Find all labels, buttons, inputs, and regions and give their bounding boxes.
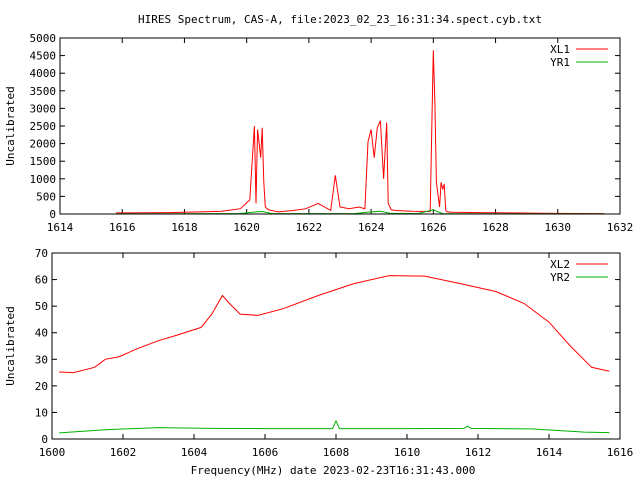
x-tick-label: 1610 bbox=[394, 446, 421, 459]
plot-frame bbox=[51, 252, 621, 440]
series-line-xl2 bbox=[59, 275, 610, 374]
x-tick-label: 1618 bbox=[171, 221, 198, 234]
x-tick-label: 1624 bbox=[358, 221, 385, 234]
y-tick-label: 2000 bbox=[30, 138, 57, 151]
x-tick-label: 1608 bbox=[323, 446, 350, 459]
panel-0: 1614 1616 1618 1620 1622 1624 1626 1628 1630 1632… bbox=[30, 32, 634, 234]
y-tick-label: 1000 bbox=[30, 173, 57, 186]
y-tick-label: 0 bbox=[41, 433, 48, 446]
y-tick-label: 1500 bbox=[30, 155, 57, 168]
chart-title: HIRES Spectrum, CAS-A, file:2023_02_23_1… bbox=[138, 13, 542, 26]
y-tick-label: 3500 bbox=[30, 85, 57, 98]
y-tick-label: 2500 bbox=[30, 120, 57, 133]
y-tick-label: 70 bbox=[35, 247, 48, 260]
top-y-axis-label: Uncalibrated bbox=[4, 86, 17, 165]
y-tick-label: 20 bbox=[35, 380, 48, 393]
y-tick-label: 4000 bbox=[30, 67, 57, 80]
x-tick-label: 1614 bbox=[536, 446, 563, 459]
y-tick-label: 40 bbox=[35, 327, 48, 340]
y-tick-label: 4500 bbox=[30, 50, 57, 63]
x-tick-label: 1614 bbox=[47, 221, 74, 234]
y-tick-label: 5000 bbox=[30, 32, 57, 45]
legend-label-yr1: YR1 bbox=[550, 56, 570, 69]
legend-label-xl1: XL1 bbox=[550, 43, 570, 56]
x-tick-label: 1600 bbox=[39, 446, 66, 459]
x-tick-label: 1612 bbox=[465, 446, 492, 459]
x-tick-label: 1620 bbox=[233, 221, 260, 234]
legend-label-yr2: YR2 bbox=[550, 271, 570, 284]
y-tick-label: 500 bbox=[36, 190, 56, 203]
series-line-xl1 bbox=[115, 50, 605, 215]
y-tick-label: 30 bbox=[35, 353, 48, 366]
y-tick-label: 50 bbox=[35, 300, 48, 313]
x-tick-label: 1616 bbox=[607, 446, 634, 459]
panel-1: 1600 1602 1604 1606 1608 1610 1612 1614 1616 0 10 2… bbox=[35, 247, 634, 459]
x-tick-label: 1616 bbox=[109, 221, 136, 234]
x-tick-label: 1602 bbox=[110, 446, 137, 459]
bottom-y-axis-label: Uncalibrated bbox=[4, 306, 17, 385]
chart-panels: 1614 1616 1618 1620 1622 1624 1626 1628 1630 1632… bbox=[30, 32, 634, 459]
y-tick-label: 0 bbox=[49, 208, 56, 221]
x-tick-label: 1622 bbox=[296, 221, 323, 234]
legend-label-xl2: XL2 bbox=[550, 258, 570, 271]
x-tick-label: 1606 bbox=[252, 446, 279, 459]
plot-frame bbox=[59, 37, 621, 215]
x-tick-label: 1604 bbox=[181, 446, 208, 459]
x-axis-label: Frequency(MHz) date 2023-02-23T16:31:43.… bbox=[191, 464, 476, 477]
x-tick-label: 1628 bbox=[482, 221, 509, 234]
series-line-yr1 bbox=[115, 209, 605, 215]
x-tick-label: 1632 bbox=[607, 221, 634, 234]
y-tick-label: 3000 bbox=[30, 102, 57, 115]
x-tick-label: 1630 bbox=[545, 221, 572, 234]
series-line-yr2 bbox=[59, 419, 610, 434]
y-tick-label: 10 bbox=[35, 406, 48, 419]
y-tick-label: 60 bbox=[35, 274, 48, 287]
x-tick-label: 1626 bbox=[420, 221, 447, 234]
